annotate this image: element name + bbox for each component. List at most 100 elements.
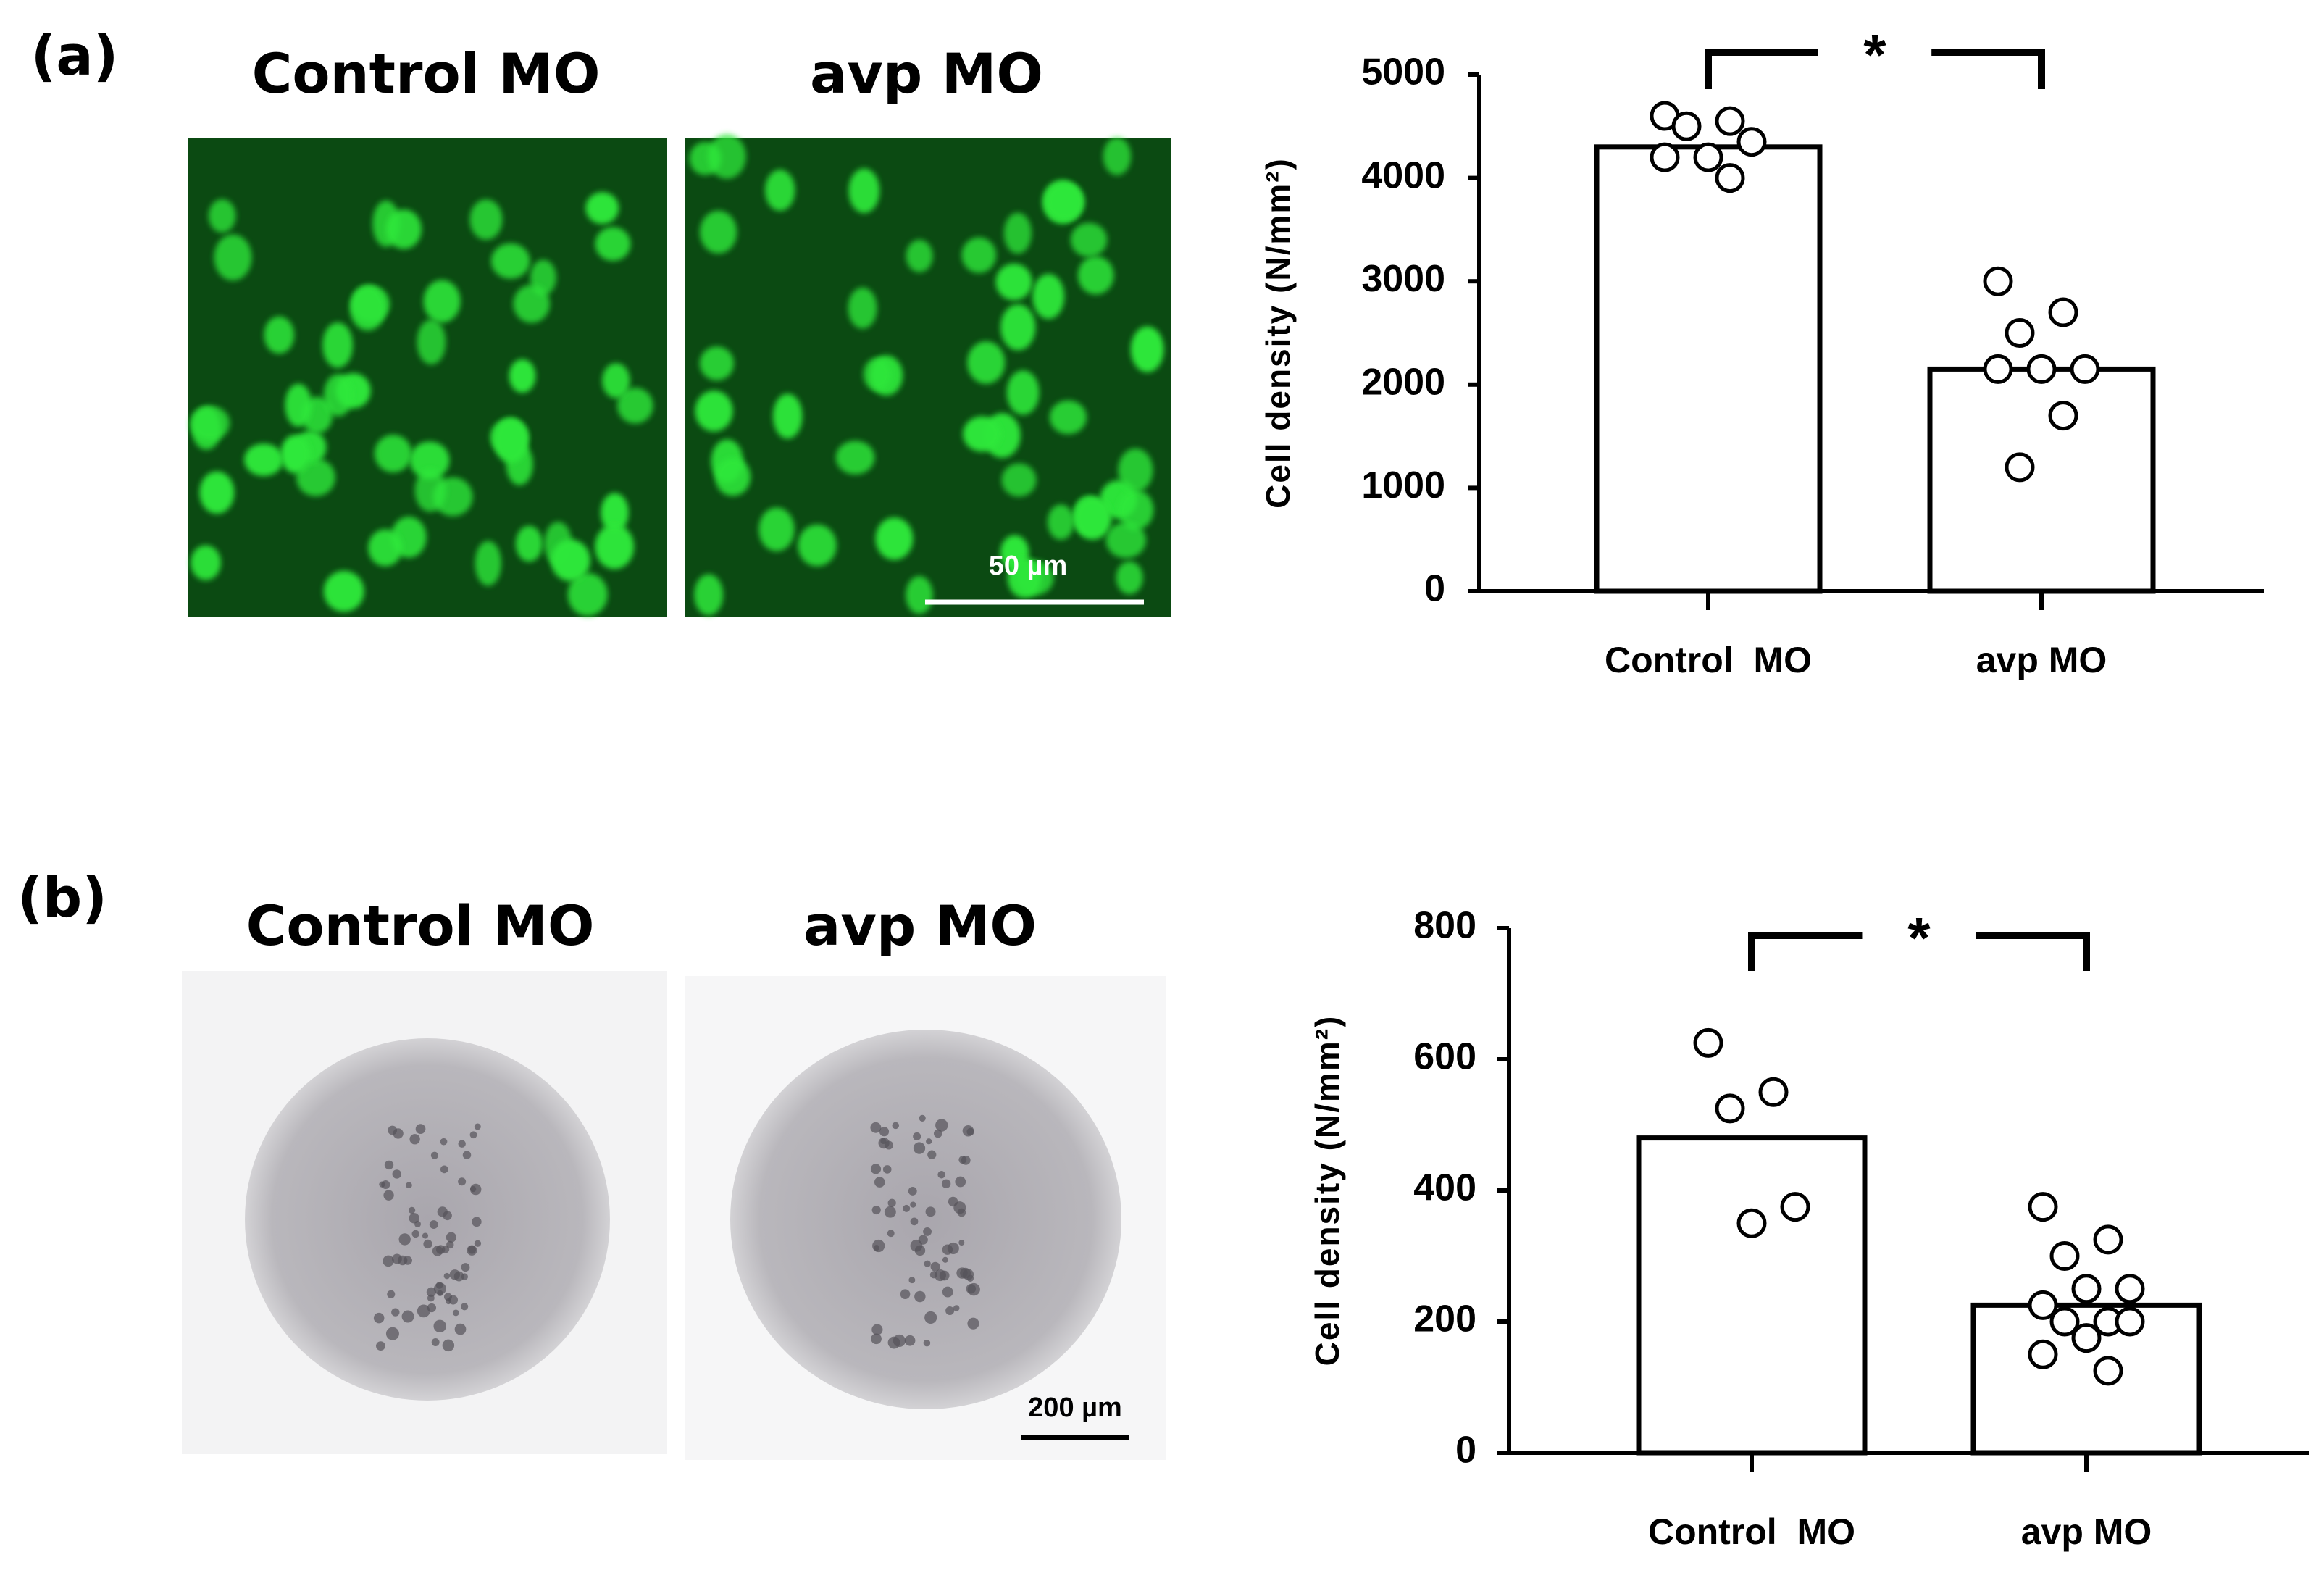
cell (446, 1298, 452, 1305)
nucleus (285, 383, 312, 427)
cell (392, 1253, 402, 1264)
data-point (1693, 142, 1723, 172)
nucleus (191, 545, 221, 580)
data-point (1736, 127, 1767, 157)
nucleus (1118, 489, 1154, 530)
nucleus (1003, 212, 1032, 254)
data-point (1715, 163, 1745, 193)
data-point (2049, 1306, 2080, 1337)
cell (910, 1201, 916, 1208)
cell (446, 1240, 454, 1249)
nucleus (374, 435, 412, 472)
cell (945, 1306, 955, 1315)
cell (879, 1127, 890, 1137)
cell (384, 1160, 394, 1170)
bar (1636, 1135, 1868, 1456)
cell (882, 1165, 892, 1174)
bar (1594, 144, 1823, 594)
nucleus (707, 134, 746, 179)
nuclei (190, 134, 1164, 617)
data-point (2115, 1306, 2145, 1337)
nucleus (695, 391, 733, 432)
y-tick-label: 0 (1424, 568, 1445, 610)
nucleus (848, 287, 877, 329)
nucleus (350, 285, 386, 331)
bar (1927, 366, 2156, 594)
cell (415, 1124, 426, 1134)
data-point (2049, 1241, 2080, 1271)
nucleus (601, 493, 629, 533)
nucleus (475, 541, 502, 586)
data-point (1715, 1093, 1745, 1124)
data-point (2028, 1192, 2058, 1222)
cell (427, 1303, 437, 1313)
nucleus (208, 199, 236, 233)
y-axis-label: Cell density (N/mm²) (1308, 1015, 1346, 1367)
cell (401, 1310, 414, 1323)
cell (908, 1186, 917, 1196)
cell (961, 1155, 971, 1165)
x-tick-label: avp MO (2021, 1511, 2152, 1552)
cell (934, 1269, 947, 1282)
panel-label: (a) (31, 23, 119, 88)
data-point (2026, 354, 2057, 384)
cell (409, 1213, 419, 1224)
nucleus (1070, 222, 1108, 257)
cell (958, 1240, 965, 1246)
nucleus (493, 417, 529, 463)
cell (903, 1204, 911, 1212)
embryo (245, 1038, 610, 1401)
cell (417, 1304, 430, 1318)
cell (914, 1290, 926, 1303)
image-title: Control MO (246, 893, 595, 958)
nucleus (1116, 561, 1143, 595)
nucleus (296, 458, 335, 496)
data-point (2005, 452, 2035, 483)
nucleus (385, 209, 422, 249)
cell (472, 1217, 482, 1227)
scale-bar-label: 50 µm (989, 551, 1068, 581)
cell (935, 1119, 948, 1132)
cell (913, 1142, 926, 1154)
cell (872, 1205, 881, 1215)
y-tick-label: 4000 (1361, 154, 1445, 196)
cell (436, 1245, 446, 1254)
significance-bracket (1976, 932, 2090, 971)
y-tick-label: 0 (1455, 1430, 1476, 1472)
nucleus (513, 285, 551, 323)
cell (387, 1290, 396, 1298)
significance-bracket (1748, 932, 1863, 971)
cell (967, 1317, 979, 1330)
nucleus (798, 524, 837, 567)
cell (887, 1230, 895, 1238)
cell (458, 1177, 467, 1186)
significance-bracket (1705, 49, 1818, 89)
panel-label: (b) (17, 865, 107, 930)
cell (947, 1242, 959, 1254)
nucleus (322, 322, 354, 368)
cell (929, 1271, 937, 1279)
cell (966, 1127, 974, 1136)
nucleus (1047, 504, 1074, 540)
nucleus (469, 199, 503, 240)
significance-label: * (1907, 906, 1931, 970)
data-point (2115, 1274, 2145, 1304)
data-point (2005, 318, 2035, 348)
cells (373, 1114, 980, 1352)
cell (442, 1339, 455, 1352)
y-tick-label: 3000 (1361, 258, 1445, 300)
cell (937, 1171, 945, 1179)
cell (392, 1169, 401, 1179)
y-tick-label: 2000 (1361, 362, 1445, 404)
significance-bracket (1931, 49, 2045, 89)
x-tick-label: Control MO (1605, 640, 1812, 680)
nucleus (602, 363, 630, 399)
y-tick-label: 400 (1413, 1167, 1476, 1209)
nucleus (1130, 326, 1164, 372)
nucleus (1045, 182, 1085, 222)
nucleus (875, 517, 914, 560)
data-point (2048, 297, 2078, 327)
nucleus (1074, 496, 1112, 540)
